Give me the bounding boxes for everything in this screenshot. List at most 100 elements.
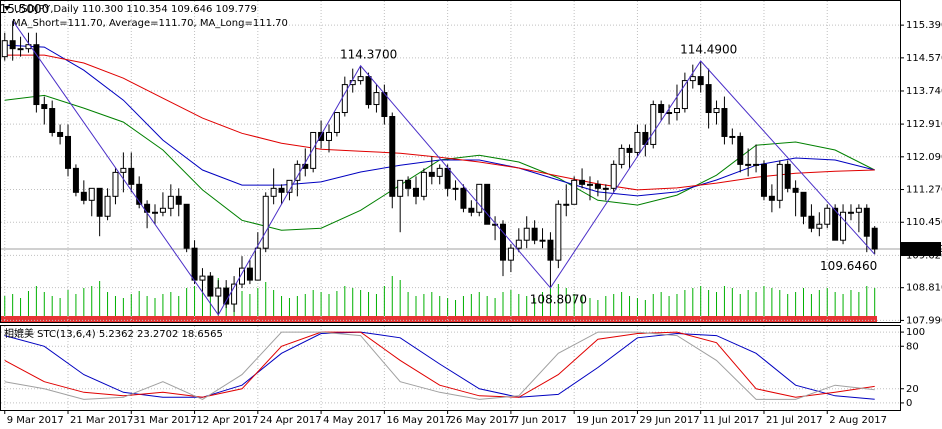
y-tick-label: 100 <box>906 327 925 338</box>
candle-body <box>579 179 586 185</box>
candle-body <box>444 167 451 189</box>
candle-body <box>310 131 317 169</box>
y-tick-label: 113.740 <box>906 86 942 97</box>
candle-body <box>405 179 412 189</box>
candle-body <box>784 163 791 189</box>
candle-body <box>270 187 277 197</box>
moving-average <box>4 44 875 197</box>
y-tick-label: 114.570 <box>906 53 942 64</box>
indicator-label: MA_Short=111.70, Average=111.70, MA_Long… <box>12 18 288 29</box>
x-tick-label: 29 Jun 2017 <box>639 415 699 426</box>
candle-body <box>792 187 799 193</box>
dropdown-icon <box>4 6 10 11</box>
candle-body <box>689 76 696 82</box>
candle-body <box>515 239 522 249</box>
candle-body <box>847 211 854 214</box>
x-tick-label: 12 Apr 2017 <box>197 415 259 426</box>
candle-body <box>476 183 483 213</box>
candle-body <box>231 283 238 305</box>
candle-body <box>420 171 427 197</box>
y-tick-label: 107.990 <box>906 315 942 326</box>
candle-body <box>800 191 807 217</box>
candle-body <box>468 207 475 213</box>
candle-body <box>832 207 839 241</box>
candle-body <box>1 40 8 58</box>
candle-body <box>254 247 261 281</box>
candle-body <box>373 92 380 106</box>
candle-body <box>333 112 340 133</box>
y-tick-label: 111.270 <box>906 185 942 196</box>
candle-body <box>65 135 72 169</box>
candle-body <box>697 76 704 86</box>
y-tick-label: 0 <box>906 398 912 409</box>
candle-body <box>167 195 174 209</box>
main-panel-frame <box>0 0 901 323</box>
candle-body <box>626 147 633 153</box>
x-tick-label: 11 Jul 2017 <box>703 415 760 426</box>
candle-body <box>294 163 301 181</box>
candle-body <box>745 163 752 166</box>
candle-body <box>499 223 506 261</box>
last-price-label: 109.779 <box>903 244 942 255</box>
candle-body <box>397 179 404 197</box>
candle-body <box>658 104 665 114</box>
candle-body <box>760 163 767 197</box>
x-tick-label: 19 Jun 2017 <box>576 415 636 426</box>
y-tick-label: 112.910 <box>906 119 942 130</box>
candle-body <box>88 187 95 201</box>
candle-body <box>325 131 332 141</box>
candle-body <box>602 187 609 190</box>
candle-body <box>9 40 16 50</box>
candle-body <box>246 267 253 281</box>
candle-body <box>120 167 127 173</box>
candle-body <box>17 48 24 51</box>
candle-body <box>721 108 728 137</box>
candle-body <box>349 80 356 86</box>
candle-body <box>855 207 862 213</box>
candle-body <box>705 84 712 114</box>
zigzag-label: 114.4900 <box>680 43 737 57</box>
candle-body <box>104 195 111 217</box>
indicator-panel-frame <box>0 325 901 411</box>
stc-line <box>4 331 875 398</box>
candle-body <box>262 195 269 249</box>
stc-line <box>4 331 875 400</box>
y-tick-label: 112.090 <box>906 152 942 163</box>
candle-body <box>586 183 593 186</box>
candle-body <box>389 116 396 197</box>
candle-body <box>318 131 325 141</box>
candle-body <box>183 203 190 249</box>
candle-body <box>492 223 499 226</box>
zigzag-label: 108.8070 <box>530 292 587 306</box>
candle-body <box>357 76 364 82</box>
candle-body <box>531 227 538 241</box>
candle-body <box>729 135 736 138</box>
candle-body <box>80 191 87 201</box>
candle-body <box>41 104 48 110</box>
candle-body <box>128 167 135 185</box>
zigzag-label: 109.6460 <box>820 259 877 273</box>
candle-body <box>239 267 246 285</box>
candle-body <box>57 131 64 137</box>
x-tick-label: 7 Jun 2017 <box>513 415 567 426</box>
candle-body <box>191 247 198 281</box>
x-tick-label: 24 Apr 2017 <box>260 415 322 426</box>
candle-body <box>365 76 372 106</box>
candle-body <box>523 227 530 241</box>
x-tick-label: 4 May 2017 <box>323 415 382 426</box>
x-tick-label: 21 Jul 2017 <box>766 415 823 426</box>
candle-body <box>808 215 815 229</box>
candle-body <box>49 108 56 133</box>
candle-body <box>112 171 119 197</box>
y-tick-label: 20 <box>906 384 919 395</box>
candle-body <box>673 108 680 114</box>
candle-body <box>341 84 348 114</box>
x-tick-label: 31 Mar 2017 <box>133 415 196 426</box>
volume-base-strip <box>1 316 877 322</box>
candle-body <box>436 167 443 177</box>
y-tick-label: 80 <box>906 341 919 352</box>
candle-body <box>159 207 166 213</box>
candle-body <box>618 147 625 165</box>
last-price-box <box>900 242 941 257</box>
